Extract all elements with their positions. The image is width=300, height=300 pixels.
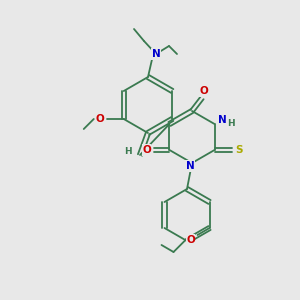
Text: O: O: [142, 145, 151, 155]
Text: O: O: [200, 86, 208, 96]
Text: H: H: [124, 146, 132, 155]
Text: O: O: [186, 235, 195, 245]
Text: N: N: [186, 161, 194, 171]
Text: N: N: [152, 49, 160, 59]
Text: O: O: [95, 114, 104, 124]
Text: N: N: [218, 115, 227, 125]
Text: H: H: [227, 118, 234, 127]
Text: S: S: [235, 145, 242, 155]
